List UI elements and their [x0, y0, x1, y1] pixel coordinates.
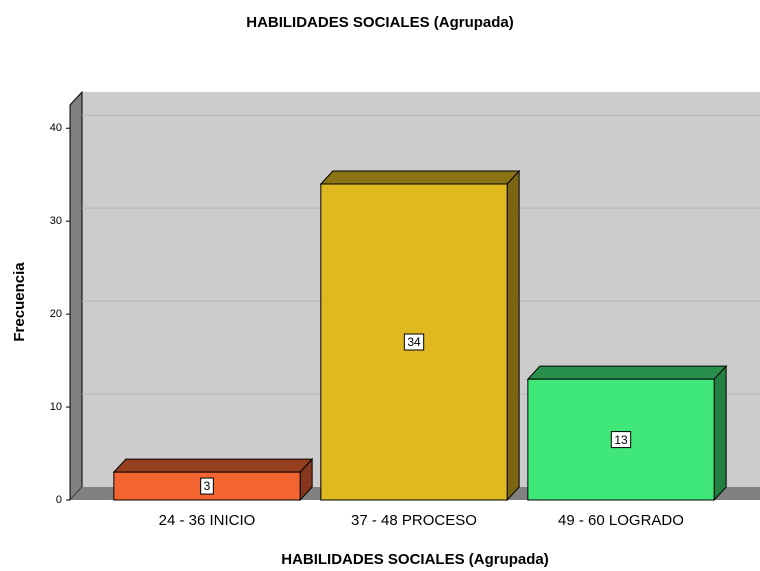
bar-side [506, 169, 520, 502]
x-tick-label: 24 - 36 INICIO [159, 512, 256, 529]
value-label-box [610, 431, 632, 449]
y-tick-label: 20 [50, 308, 62, 320]
bar-top [319, 170, 521, 185]
bar-top [526, 365, 728, 380]
y-tick-label: 10 [50, 401, 62, 413]
value-label: 3 [204, 479, 211, 493]
chart-title: HABILIDADES SOCIALES (Agrupada) [246, 14, 514, 31]
value-label: 34 [407, 335, 421, 349]
y-axis-title: Frecuencia [11, 262, 28, 342]
bars [112, 169, 728, 502]
left-wall [69, 90, 83, 502]
bar [319, 169, 521, 502]
bar [112, 457, 314, 502]
y-tick-label: 40 [50, 122, 62, 134]
bar-top [112, 458, 314, 473]
value-label-box [200, 477, 214, 495]
bar-side [713, 364, 727, 502]
y-tick-label: 0 [56, 494, 62, 506]
y-tick-label: 30 [50, 215, 62, 227]
value-label-box [403, 333, 425, 351]
x-axis-title: HABILIDADES SOCIALES (Agrupada) [281, 551, 549, 568]
x-tick-label: 49 - 60 LOGRADO [558, 512, 684, 529]
bar [526, 364, 728, 502]
value-label: 13 [614, 433, 628, 447]
x-tick-label: 37 - 48 PROCESO [351, 512, 477, 529]
